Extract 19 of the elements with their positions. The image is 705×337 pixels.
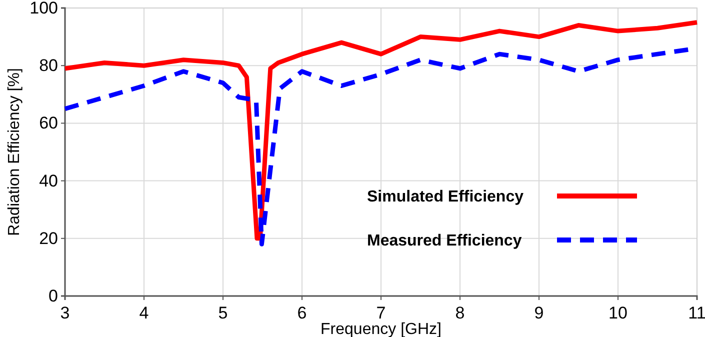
y-tick-label: 80: [39, 56, 58, 76]
y-tick-label: 60: [39, 114, 58, 133]
y-tick-label: 100: [30, 0, 58, 18]
y-tick-label: 0: [48, 286, 58, 306]
x-axis-title: Frequency [GHz]: [320, 321, 442, 337]
x-tick-label: 11: [688, 303, 705, 322]
y-tick-label: 20: [39, 228, 58, 248]
x-tick-label: 4: [139, 303, 149, 322]
y-axis-title: Radiation Efficiency [%]: [6, 68, 23, 236]
x-tick-label: 7: [376, 303, 386, 322]
x-tick-label: 5: [218, 303, 228, 322]
x-tick-label: 9: [534, 303, 544, 322]
legend-label: Measured Efficiency: [367, 232, 522, 250]
y-tick-label: 40: [39, 171, 58, 190]
legend-label: Simulated Efficiency: [367, 188, 524, 206]
x-tick-label: 6: [297, 303, 307, 322]
x-tick-label: 10: [608, 303, 628, 322]
x-tick-label: 3: [60, 303, 70, 322]
x-tick-label: 8: [455, 303, 465, 322]
